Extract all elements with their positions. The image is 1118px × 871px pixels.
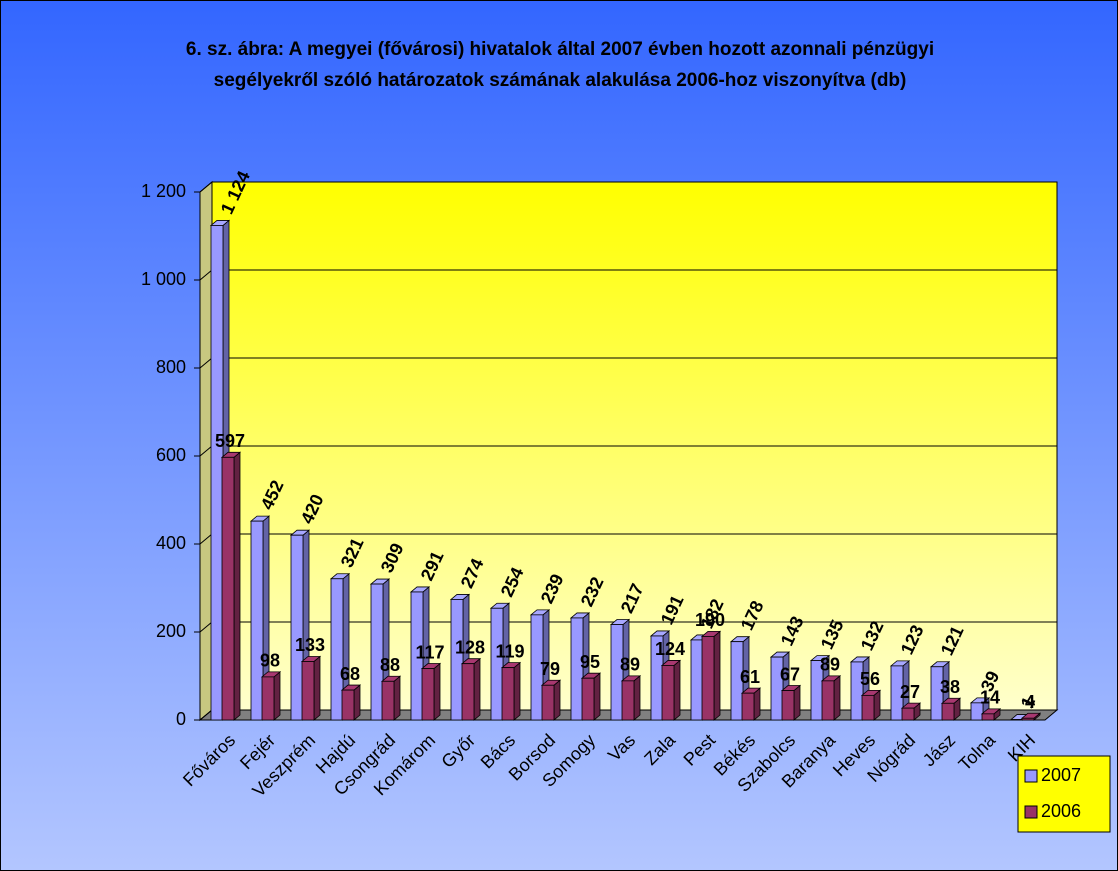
bar [610, 624, 624, 721]
value-label: 67 [780, 664, 800, 684]
value-label: 597 [215, 431, 245, 451]
bar [941, 702, 955, 721]
bar [770, 656, 784, 721]
bar [850, 661, 864, 721]
bar [981, 713, 995, 721]
bar-side [273, 671, 281, 721]
bar [741, 692, 755, 721]
bar [461, 663, 475, 721]
value-label: 119 [495, 641, 524, 661]
bar [410, 591, 424, 721]
bar [250, 520, 264, 721]
value-label: 133 [295, 635, 325, 655]
bar [290, 534, 304, 721]
value-label: 27 [900, 682, 920, 702]
bar [701, 636, 715, 721]
bar [301, 661, 315, 721]
value-label: 98 [260, 651, 280, 671]
bar [450, 599, 464, 721]
bar [621, 680, 635, 721]
y-tick-label: 1 200 [141, 181, 186, 201]
bar [781, 690, 795, 721]
legend-box [1017, 755, 1111, 833]
bar [821, 680, 835, 721]
y-tick-label: 1 000 [141, 269, 186, 289]
value-label: 4 [1025, 692, 1035, 712]
value-label: 14 [980, 688, 1000, 708]
bar [341, 689, 355, 721]
bar [581, 677, 595, 721]
y-tick-label: 200 [156, 621, 186, 641]
bar [861, 694, 875, 721]
bar [381, 680, 395, 721]
bar [490, 607, 504, 721]
value-label: 117 [415, 642, 444, 662]
bar [330, 578, 344, 721]
bar-side [313, 655, 321, 721]
bar [541, 684, 555, 721]
bar-side [593, 672, 601, 721]
value-label: 95 [580, 652, 600, 672]
legend-label: 2006 [1041, 801, 1081, 821]
bar [210, 225, 224, 721]
value-label: 56 [860, 669, 880, 689]
y-tick-label: 400 [156, 533, 186, 553]
bar [421, 668, 435, 721]
bar-side [433, 662, 441, 721]
bar-side [553, 679, 561, 721]
bar-side [793, 684, 801, 721]
value-label: 89 [620, 655, 640, 675]
value-label: 128 [455, 637, 485, 657]
legend-swatch [1024, 805, 1038, 819]
bar-side [713, 630, 721, 721]
bar-side [513, 661, 521, 721]
bar-side [633, 674, 641, 721]
legend-label: 2007 [1041, 765, 1081, 785]
y-tick-label: 800 [156, 357, 186, 377]
bar-side [833, 674, 841, 721]
bar [261, 676, 275, 721]
grid-line [199, 181, 1057, 193]
bar [930, 666, 944, 721]
value-label: 38 [940, 677, 960, 697]
bar [901, 707, 915, 721]
chart-title: 6. sz. ábra: A megyei (fővárosi) hivatal… [185, 39, 935, 91]
value-label: 124 [655, 639, 685, 659]
bar [690, 639, 704, 721]
bar [530, 614, 544, 721]
bar-side [753, 687, 761, 721]
value-label: 88 [380, 655, 400, 675]
bar [890, 665, 904, 721]
bar [501, 667, 515, 721]
bar [661, 665, 675, 721]
bar-side [233, 451, 241, 721]
value-label: 61 [740, 667, 760, 687]
bar [1021, 717, 1035, 721]
value-label: 68 [340, 664, 360, 684]
value-label: 79 [540, 659, 560, 679]
bar [221, 456, 235, 721]
bar-side [393, 675, 401, 721]
bar [370, 583, 384, 721]
legend: 2007 2006 [1017, 755, 1111, 833]
legend-swatch [1024, 769, 1038, 783]
bar [970, 702, 984, 721]
value-label: 190 [695, 610, 725, 630]
bar-side [673, 659, 681, 721]
bar-side [353, 684, 361, 721]
bar [730, 641, 744, 721]
bar-side [473, 657, 481, 721]
y-tick-label: 0 [176, 709, 186, 729]
y-tick-label: 600 [156, 445, 186, 465]
value-label: 89 [820, 655, 840, 675]
bar [570, 617, 584, 721]
